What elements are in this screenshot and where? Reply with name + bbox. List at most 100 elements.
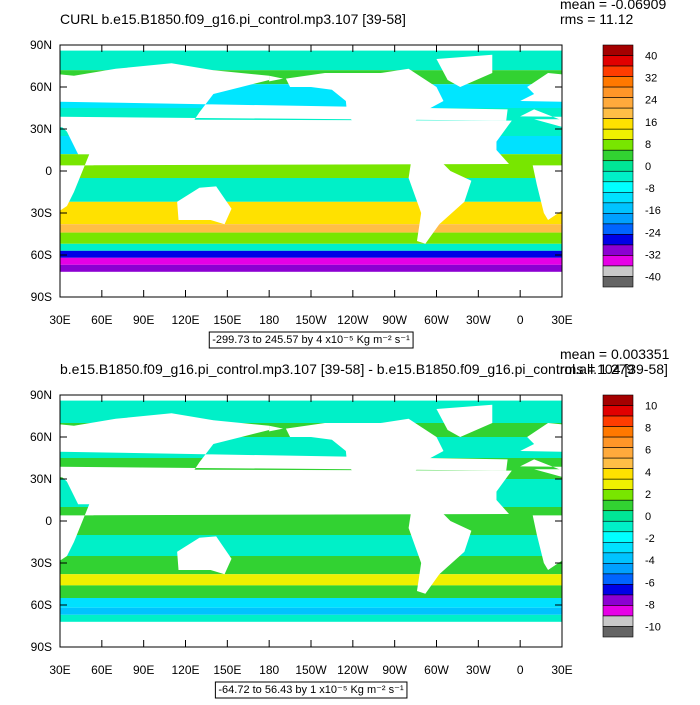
lon-label: 150E — [213, 313, 241, 327]
colorbar-label: 32 — [645, 73, 657, 85]
lon-label: 180 — [259, 313, 279, 327]
colorbar-box — [602, 65, 634, 77]
continent — [679, 186, 700, 224]
lat-label: 90S — [31, 640, 52, 654]
ocean-band — [60, 250, 562, 258]
range-box — [208, 331, 414, 349]
continent — [0, 63, 6, 160]
lon-label: 30E — [551, 663, 572, 677]
colorbar-box — [602, 447, 634, 459]
colorbar-label: 2 — [645, 489, 651, 501]
lon-label: 120W — [337, 663, 369, 677]
continent — [520, 423, 562, 472]
colorbar-box — [602, 192, 634, 204]
ocean-band — [60, 607, 562, 615]
continent — [60, 469, 512, 561]
colorbar-label: -16 — [645, 205, 661, 217]
colorbar-box — [602, 478, 634, 490]
colorbar-box — [602, 626, 634, 638]
rms-label: rms = 11.12 — [560, 11, 633, 27]
colorbar-label: -40 — [645, 271, 661, 283]
continent — [60, 119, 512, 211]
lat-label: 0 — [45, 164, 52, 178]
colorbar-label: -32 — [645, 249, 661, 261]
colorbar-label: -8 — [645, 183, 655, 195]
mean-label: mean = -0.06909 — [560, 0, 666, 12]
ocean-band — [60, 614, 562, 625]
colorbar-box — [602, 563, 634, 575]
colorbar-box — [602, 489, 634, 501]
lon-label: 60W — [424, 313, 449, 327]
lat-label: 30S — [31, 556, 52, 570]
lon-label: 120W — [337, 313, 369, 327]
mean-label: mean = 0.003351 — [560, 346, 670, 362]
map — [0, 45, 700, 297]
lon-label: 60E — [91, 313, 112, 327]
lon-label: 120E — [171, 663, 199, 677]
lon-label: 30E — [49, 663, 70, 677]
colorbar-box — [602, 97, 634, 109]
continent — [0, 119, 10, 220]
colorbar-box — [602, 149, 634, 162]
map-title: b.e15.B1850.f09_g16.pi_control.mp3.107 [… — [60, 361, 668, 377]
lat-label: 60N — [30, 430, 52, 444]
lon-label: 120E — [171, 313, 199, 327]
colorbar-label: -8 — [645, 599, 655, 611]
lon-label: 150W — [295, 663, 327, 677]
colorbar-box — [602, 542, 634, 554]
colorbar-box — [602, 44, 634, 56]
colorbar-label: 4 — [645, 467, 651, 479]
colorbar-box — [602, 128, 634, 140]
range-box — [214, 681, 408, 699]
continent — [520, 73, 562, 122]
ocean-band — [60, 201, 562, 225]
lat-label: 30N — [30, 122, 52, 136]
colorbar-box — [602, 531, 634, 543]
colorbar-box — [602, 265, 634, 277]
colorbar-box — [602, 107, 634, 119]
colorbar-box — [602, 55, 634, 67]
lon-label: 30W — [466, 663, 491, 677]
colorbar-box — [602, 499, 634, 512]
continent — [679, 536, 700, 574]
colorbar-label: 40 — [645, 51, 657, 63]
colorbar-box — [602, 573, 634, 585]
ocean-band — [60, 232, 562, 244]
lat-label: 30N — [30, 472, 52, 486]
colorbar-label: 6 — [645, 445, 651, 457]
continent — [408, 157, 472, 244]
range-label: -64.72 to 56.43 by 1 x10⁻⁵ Kg m⁻² s⁻¹ — [218, 684, 404, 696]
colorbar-box — [602, 202, 634, 214]
continent — [408, 507, 472, 594]
lat-label: 90S — [31, 290, 52, 304]
colorbar-label: 10 — [645, 401, 657, 413]
colorbar-label: -10 — [645, 621, 661, 633]
continent — [60, 413, 508, 510]
colorbar-box — [602, 457, 634, 469]
colorbar-box — [602, 244, 634, 256]
continent — [177, 536, 232, 575]
lon-label: 60W — [424, 663, 449, 677]
lon-label: 180 — [259, 663, 279, 677]
colorbar-label: 24 — [645, 95, 657, 107]
colorbar-label: 8 — [645, 139, 651, 151]
colorbar-label: 0 — [645, 511, 651, 523]
map-title: CURL b.e15.B1850.f09_g16.pi_control.mp3.… — [60, 11, 406, 27]
continent — [0, 413, 6, 510]
lon-label: 90E — [133, 663, 154, 677]
ocean-band — [60, 224, 562, 233]
colorbar-box — [602, 436, 634, 448]
colorbar-label: -24 — [645, 227, 661, 239]
lat-label: 0 — [45, 514, 52, 528]
continent — [532, 469, 562, 570]
colorbar-label: -4 — [645, 555, 655, 567]
ocean-band — [60, 585, 562, 598]
continent — [285, 418, 444, 510]
colorbar-label: 0 — [645, 161, 651, 173]
colorbar-box — [602, 86, 634, 98]
continent — [532, 119, 562, 220]
colorbar-box — [602, 405, 634, 417]
lon-label: 90E — [133, 313, 154, 327]
lat-label: 60N — [30, 80, 52, 94]
continent — [285, 68, 444, 160]
